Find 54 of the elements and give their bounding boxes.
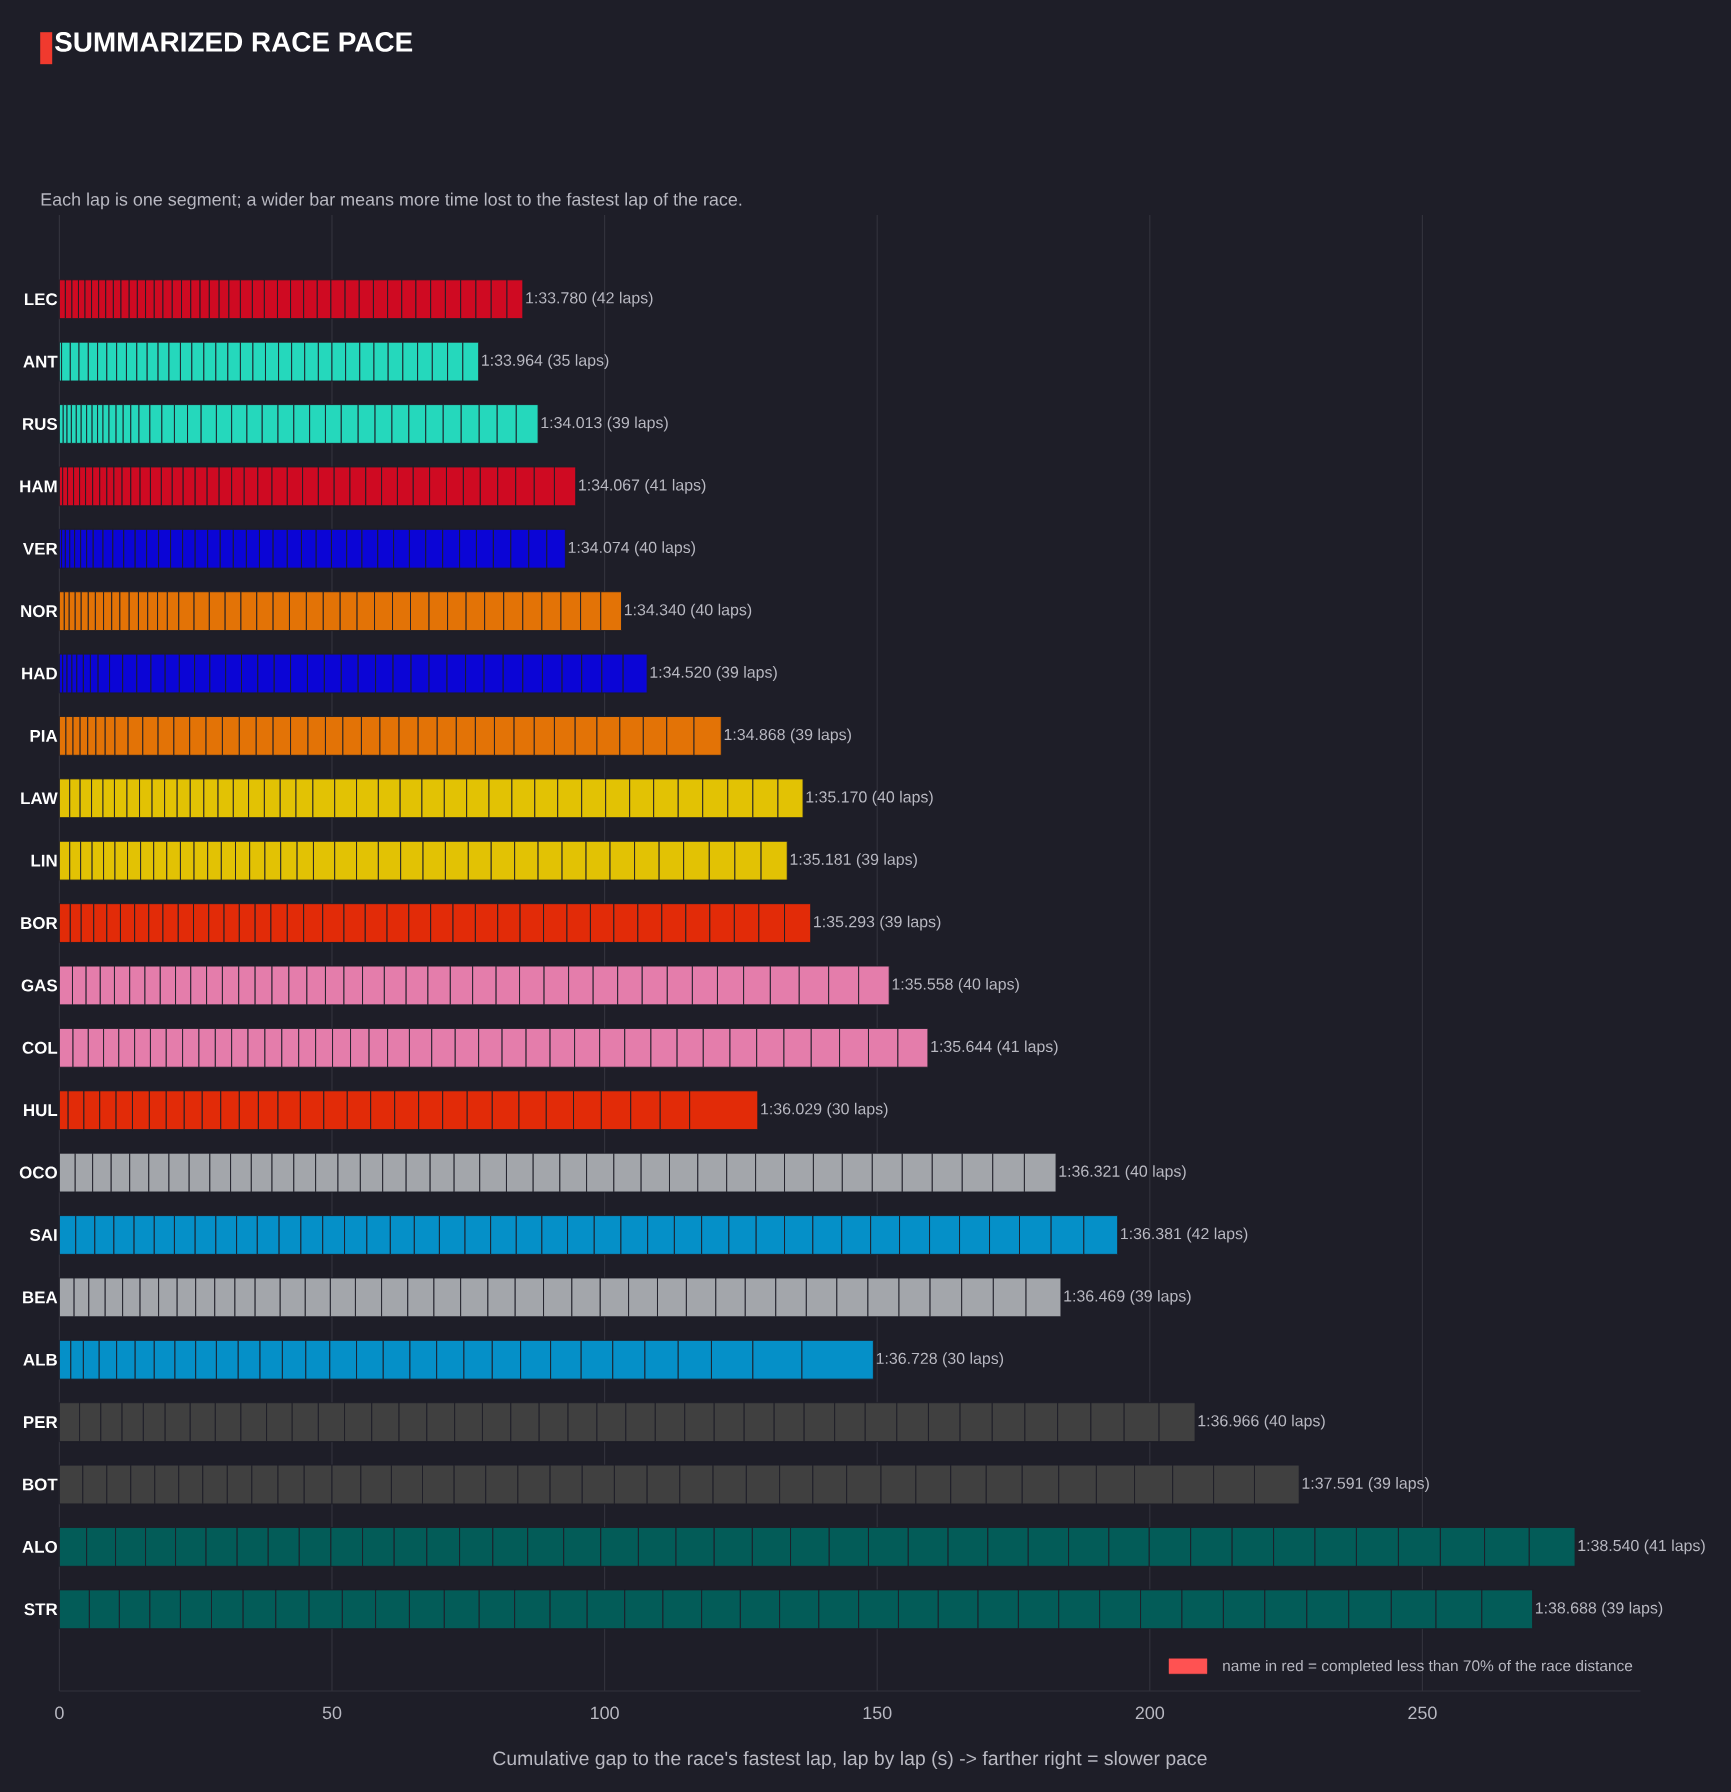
text: 1:35.293 (39 laps) <box>814 915 941 931</box>
y-tick-label: HAM <box>20 480 57 493</box>
text: 1:34.067 (41 laps) <box>579 478 706 494</box>
text: 1:34.868 (39 laps) <box>724 728 851 744</box>
x-tick-label: 250 <box>1408 1706 1437 1720</box>
y-tick-label: RUS <box>23 417 58 430</box>
y-tick-label: GAS <box>21 979 58 992</box>
text: 1:37.591 (39 laps) <box>1302 1477 1429 1492</box>
y-tick-label: PER <box>24 1416 58 1428</box>
y-tick-label: VER <box>22 542 58 555</box>
y-tick-label: HUL <box>24 1104 58 1117</box>
y-tick-label: LAW <box>21 792 58 805</box>
text: 1:34.074 (40 laps) <box>568 541 696 557</box>
text: 1:38.688 (39 laps) <box>1535 1601 1663 1617</box>
y-tick-label: BOR <box>21 917 58 930</box>
y-tick-label: PIA <box>30 730 58 742</box>
y-tick-label: OCO <box>19 1166 57 1179</box>
text: 1:35.644 (41 laps) <box>931 1040 1058 1056</box>
y-tick-label: BEA <box>23 1291 58 1304</box>
text: 1:36.029 (30 laps) <box>761 1102 888 1118</box>
y-tick-label: COL <box>22 1041 58 1054</box>
x-tick-label: 0 <box>55 1706 64 1720</box>
y-tick-label: STR <box>24 1603 58 1616</box>
chart-subtitle: Each lap is one segment; a wider bar means more time lost to the fastest lap of the race. <box>41 192 742 210</box>
x-tick-label: 150 <box>863 1706 892 1720</box>
text: 1:36.728 (30 laps) <box>876 1352 1004 1368</box>
x-tick-label: 100 <box>591 1706 619 1720</box>
text: 1:36.966 (40 laps) <box>1198 1414 1325 1430</box>
chart-title: SUMMARIZED RACE PACE <box>55 32 413 52</box>
text: 1:36.469 (39 laps) <box>1064 1289 1191 1305</box>
y-tick-label: LEC <box>24 293 58 306</box>
y-tick-label: LIN <box>31 854 57 867</box>
text: 1:35.558 (40 laps) <box>892 978 1019 993</box>
legend-label: name in red = completed less than 70% of the race distance <box>1223 1659 1633 1675</box>
text: 1:33.964 (35 laps) <box>482 354 609 370</box>
x-axis-title: Cumulative gap to the race's fastest lap, lap by lap (s) -> farther right = slower pace <box>493 1750 1207 1770</box>
text: 1:34.520 (39 laps) <box>650 666 777 681</box>
y-tick-label: BOT <box>23 1478 58 1491</box>
text: 1:34.340 (40 laps) <box>624 603 752 619</box>
text: 1:34.013 (39 laps) <box>541 416 668 432</box>
text: 1:36.381 (42 laps) <box>1121 1227 1248 1243</box>
y-tick-label: ANT <box>23 355 58 368</box>
y-tick-label: HAD <box>22 667 57 680</box>
y-tick-label: ALO <box>22 1540 57 1553</box>
text: 1:36.321 (40 laps) <box>1059 1165 1186 1181</box>
text: 1:33.780 (42 laps) <box>526 291 653 307</box>
text: 1:35.170 (40 laps) <box>806 790 933 806</box>
text: 1:35.181 (39 laps) <box>790 853 917 869</box>
y-tick-label: ALB <box>23 1353 57 1366</box>
x-tick-label: 200 <box>1135 1706 1165 1720</box>
text: 1:38.540 (41 laps) <box>1578 1539 1705 1555</box>
x-tick-label: 50 <box>322 1706 342 1720</box>
y-tick-label: SAI <box>29 1228 57 1241</box>
y-tick-label: NOR <box>21 605 58 618</box>
